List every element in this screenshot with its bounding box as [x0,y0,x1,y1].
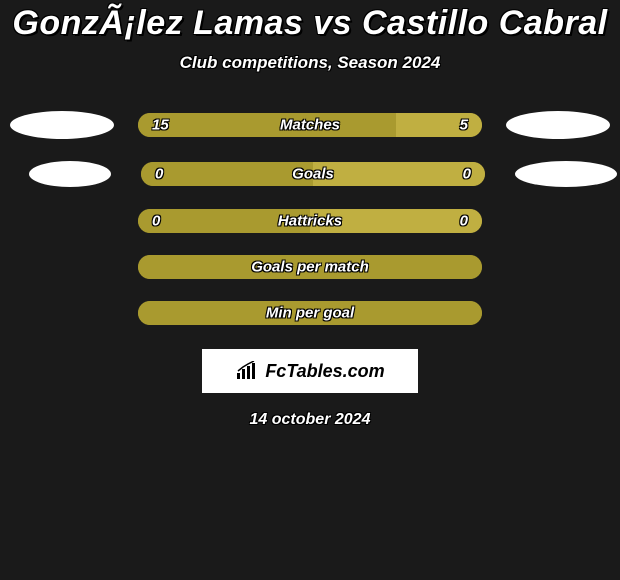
stat-value-right: 0 [460,213,468,230]
stat-bar-right [396,113,482,137]
comparison-row: Min per goal [9,301,611,325]
stat-bar-left [138,113,396,137]
stat-value-left: 0 [155,166,163,183]
stat-label: Goals per match [251,259,369,276]
stat-label: Goals [292,166,334,183]
stat-bar: 0 0 Hattricks [138,209,482,233]
stat-value-right: 5 [460,117,468,134]
comparison-row: 0 0 Hattricks [9,209,611,233]
stat-label: Min per goal [266,305,354,322]
logo-text: FcTables.com [235,361,384,382]
comparison-row: Goals per match [9,255,611,279]
stat-value-left: 0 [152,213,160,230]
comparison-row: 15 5 Matches [9,111,611,139]
logo-badge: FcTables.com [202,349,418,393]
subtitle: Club competitions, Season 2024 [180,53,441,73]
team-left-badge [10,111,114,139]
team-right-badge [506,111,610,139]
chart-icon [235,361,259,381]
team-left-badge [29,161,111,187]
comparison-rows: 15 5 Matches 0 0 Goals 0 0 Hattricks Goals per ma… [9,111,611,347]
stat-label: Matches [280,117,340,134]
stat-bar: Goals per match [138,255,482,279]
stat-bar: 0 0 Goals [141,162,485,186]
page-title: GonzÃ¡lez Lamas vs Castillo Cabral [12,4,607,43]
stat-bar-left [141,162,313,186]
stat-bar: 15 5 Matches [138,113,482,137]
comparison-row: 0 0 Goals [9,161,611,187]
stat-label: Hattricks [278,213,342,230]
stat-bar: Min per goal [138,301,482,325]
stat-bar-right [313,162,485,186]
logo-label: FcTables.com [265,361,384,382]
stat-value-left: 15 [152,117,169,134]
date-text: 14 october 2024 [250,411,371,429]
team-right-badge [515,161,617,187]
comparison-widget: GonzÃ¡lez Lamas vs Castillo Cabral Club … [0,0,620,429]
stat-value-right: 0 [463,166,471,183]
